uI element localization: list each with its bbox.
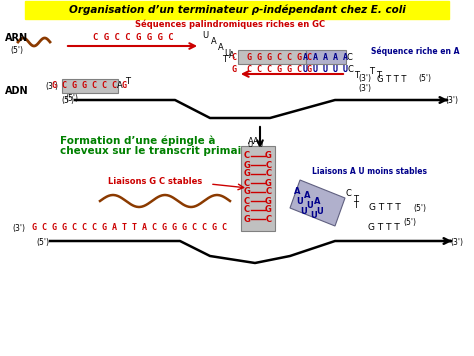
Text: G T T T: G T T T	[369, 204, 401, 213]
Text: C: C	[244, 178, 250, 188]
Text: C: C	[244, 197, 250, 205]
Text: Séquence riche en A: Séquence riche en A	[371, 46, 459, 56]
Text: U: U	[257, 142, 263, 148]
Text: U: U	[202, 31, 208, 41]
Text: Liaisons G C stables: Liaisons G C stables	[108, 177, 202, 185]
Text: AA: AA	[248, 136, 260, 146]
Text: U U U U U: U U U U U	[303, 64, 348, 73]
Text: C: C	[266, 161, 272, 169]
Bar	[241, 146, 275, 231]
Text: U: U	[297, 197, 303, 205]
Text: U: U	[247, 142, 253, 148]
Text: A: A	[211, 37, 217, 47]
Text: T: T	[370, 67, 374, 75]
Text: G T T T: G T T T	[377, 74, 407, 84]
Text: ADN: ADN	[5, 86, 28, 96]
Text: T: T	[355, 70, 359, 79]
Text: G T T T: G T T T	[368, 224, 400, 232]
Text: T: T	[354, 194, 358, 204]
Text: G: G	[265, 152, 272, 161]
Text: C: C	[244, 152, 250, 161]
Text: (3'): (3')	[358, 84, 372, 93]
Text: (5'): (5')	[10, 47, 23, 56]
Text: A: A	[304, 192, 310, 200]
Text: U: U	[307, 201, 313, 210]
Text: Organisation d’un terminateur ρ-indépendant chez E. coli: Organisation d’un terminateur ρ-indépend…	[69, 5, 405, 15]
Text: G: G	[265, 197, 272, 205]
Text: A: A	[229, 51, 235, 59]
Text: C: C	[266, 169, 272, 178]
Text: G: G	[265, 205, 272, 215]
Text: Formation d’une épingle à: Formation d’une épingle à	[60, 136, 216, 146]
Text: (3'): (3')	[358, 74, 372, 84]
Text: G C G G C C C G: G C G G C C C G	[53, 82, 128, 90]
Text: (5'): (5')	[413, 204, 427, 213]
Text: C: C	[244, 205, 250, 215]
Text: T: T	[222, 56, 228, 64]
Text: (5'): (5')	[65, 94, 79, 103]
Text: G  C C C G G C G: G C C C G G C G	[232, 64, 312, 73]
Text: G: G	[265, 178, 272, 188]
Bar	[62, 79, 118, 93]
Text: (3'): (3')	[450, 237, 464, 246]
Bar	[306, 50, 346, 64]
Text: U: U	[301, 206, 307, 215]
Text: (3'): (3')	[46, 82, 58, 90]
Text: (3'): (3')	[446, 96, 458, 105]
Text: C: C	[347, 66, 353, 74]
Text: G: G	[244, 161, 251, 169]
Text: (3'): (3')	[12, 224, 25, 232]
Text: G: G	[244, 188, 251, 197]
Text: A: A	[294, 187, 300, 195]
Text: T: T	[354, 201, 358, 210]
Text: (5'): (5')	[419, 74, 431, 84]
Bar	[25, 1, 449, 19]
Text: (5'): (5')	[403, 218, 417, 226]
Text: cheveux sur le transcrit primaire: cheveux sur le transcrit primaire	[60, 146, 254, 156]
Text: C: C	[346, 52, 352, 62]
Text: U: U	[317, 206, 323, 215]
Text: C: C	[266, 188, 272, 197]
Text: A: A	[314, 197, 320, 205]
Text: G: G	[244, 215, 251, 224]
Text: (5'): (5')	[62, 96, 74, 105]
Bar	[238, 50, 306, 64]
Text: U: U	[224, 48, 230, 58]
Text: A: A	[218, 42, 224, 52]
Text: G C G G C C C G A T T A C G G G C C G C: G C G G C C C G A T T A C G G G C C G C	[32, 224, 227, 232]
Text: Liaisons A U moins stables: Liaisons A U moins stables	[312, 167, 428, 176]
Text: C G C C G G G C: C G C C G G G C	[93, 33, 173, 42]
Text: C: C	[266, 215, 272, 224]
Polygon shape	[290, 180, 345, 226]
Text: ARN: ARN	[5, 33, 28, 43]
Text: A: A	[117, 82, 123, 90]
Text: U: U	[310, 211, 318, 220]
Text: (5'): (5')	[36, 237, 49, 246]
Text: G: G	[244, 169, 251, 178]
Text: C  G G G C C G C: C G G G C C G C	[232, 52, 312, 62]
Text: C: C	[345, 189, 351, 199]
Text: Séquences palindromiques riches en GC: Séquences palindromiques riches en GC	[135, 19, 325, 29]
Text: T: T	[126, 77, 130, 85]
Text: A A A A A: A A A A A	[303, 52, 348, 62]
Text: T: T	[376, 72, 382, 80]
